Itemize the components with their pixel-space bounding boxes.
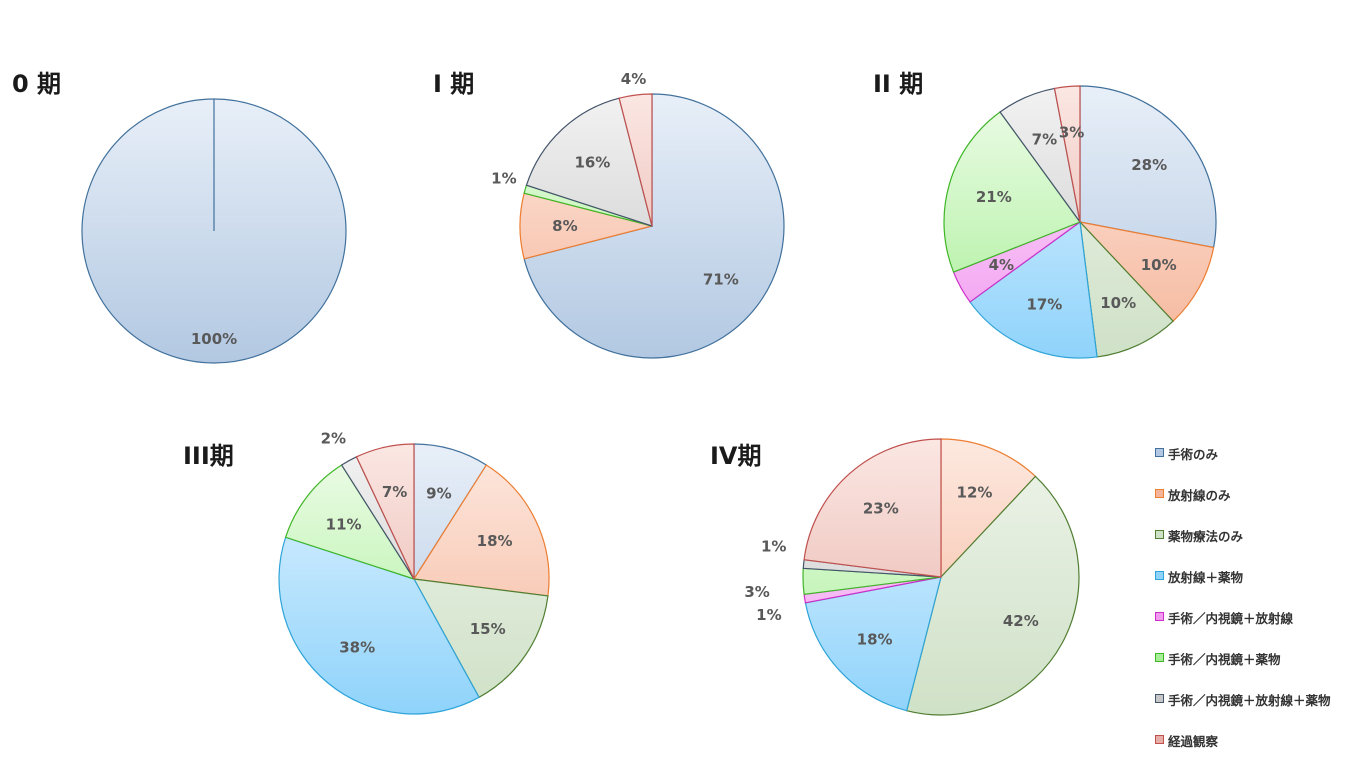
pie-data-label: 1% [756,606,781,624]
legend-label: 手術／内視鏡＋放射線＋薬物 [1168,693,1331,708]
pie-data-label: 17% [1026,295,1062,313]
pie-chart-stage-0: 100% [81,98,347,364]
chart-title-stage-4: IV期 [710,442,762,470]
chart-title-stage-1: I 期 [433,70,475,98]
pie-slice [1079,85,1217,249]
chart-title-stage-0: 0 期 [12,70,62,98]
pie-slice [278,536,480,715]
pie-data-label: 10% [1100,294,1136,312]
legend-swatch [1155,489,1164,498]
pie-chart-stage-3: 9% 18% 15% 38% 11% 2% 7% [278,430,550,715]
pie-slice [943,111,1081,273]
legend-item: 薬物療法のみ [1155,526,1360,567]
legend-item: 放射線＋薬物 [1155,567,1360,608]
legend-swatch [1155,653,1164,662]
pie-slice [618,93,653,227]
pie-data-label: 71% [703,270,739,288]
pie-data-label: 10% [1141,256,1177,274]
pie-data-label: 42% [1003,612,1039,630]
pie-slice [940,438,1037,579]
legend-item: 経過観察 [1155,731,1360,772]
chart-legend: 手術のみ 放射線のみ 薬物療法のみ 放射線＋薬物 手術／内視鏡＋放射線 手術／内… [1155,444,1360,772]
pie-data-label: 2% [321,430,346,448]
legend-item: 手術／内視鏡＋放射線＋薬物 [1155,690,1360,731]
pie-data-label: 100% [191,330,237,348]
pie-data-label: 12% [957,483,993,501]
legend-swatch [1155,448,1164,457]
legend-item: 手術／内視鏡＋薬物 [1155,649,1360,690]
pie-data-label: 18% [477,532,513,550]
pie-slice [412,464,550,597]
pie-slice [804,576,942,712]
pie-slice [1079,220,1174,358]
chart-title-stage-3: III期 [183,442,234,470]
pie-data-label: 23% [863,500,899,518]
legend-label: 手術／内視鏡＋放射線 [1168,611,1294,626]
pie-data-label: 15% [470,620,506,638]
pie-data-label: 3% [1059,124,1084,142]
pie-data-label: 11% [326,515,362,533]
pie-slice [1078,221,1215,322]
legend-item: 手術のみ [1155,444,1360,485]
pie-data-label: 1% [491,170,516,188]
pie-data-label: 18% [857,630,893,648]
legend-label: 薬物療法のみ [1168,529,1244,544]
legend-item: 手術／内視鏡＋放射線 [1155,608,1360,649]
legend-label: 手術のみ [1168,447,1219,462]
legend-label: 放射線＋薬物 [1168,570,1244,585]
pie-slice [905,475,1080,716]
pie-data-label: 9% [426,484,451,502]
chart-title-stage-2: II 期 [873,70,924,98]
pie-data-label: 4% [989,256,1014,274]
legend-swatch [1155,694,1164,703]
pie-slice [525,97,653,227]
legend-item: 放射線のみ [1155,485,1360,526]
legend-label: 放射線のみ [1168,488,1231,503]
pie-data-label: 1% [761,538,786,556]
pie-data-label: 16% [574,154,610,172]
legend-label: 経過観察 [1168,734,1219,749]
pie-slice [1053,85,1081,223]
pie-slice [284,464,416,581]
pie-slice [523,93,785,359]
pie-data-label: 7% [382,483,407,501]
legend-label: 手術／内視鏡＋薬物 [1168,652,1281,667]
legend-swatch [1155,735,1164,744]
pie-data-label: 21% [976,188,1012,206]
pie-chart-stage-1: 71% 8% 1% 16% 4% [491,70,785,359]
pie-data-label: 38% [339,639,375,657]
pie-data-label: 4% [621,70,646,88]
legend-swatch [1155,612,1164,621]
pie-chart-stage-4: 12% 42% 18% 1% 3% 1% 23% [744,438,1080,716]
pie-slice [355,443,415,580]
legend-swatch [1155,530,1164,539]
pie-slice [969,220,1098,359]
pie-data-label: 7% [1032,131,1057,149]
pie-chart-stage-2: 28% 10% 10% 17% 4% 21% 7% 3% [943,85,1217,359]
pie-data-label: 3% [744,583,769,601]
pie-slice [412,578,549,699]
pie-data-label: 8% [552,217,577,235]
pie-slice [803,438,942,578]
pie-data-label: 28% [1131,156,1167,174]
legend-swatch [1155,571,1164,580]
